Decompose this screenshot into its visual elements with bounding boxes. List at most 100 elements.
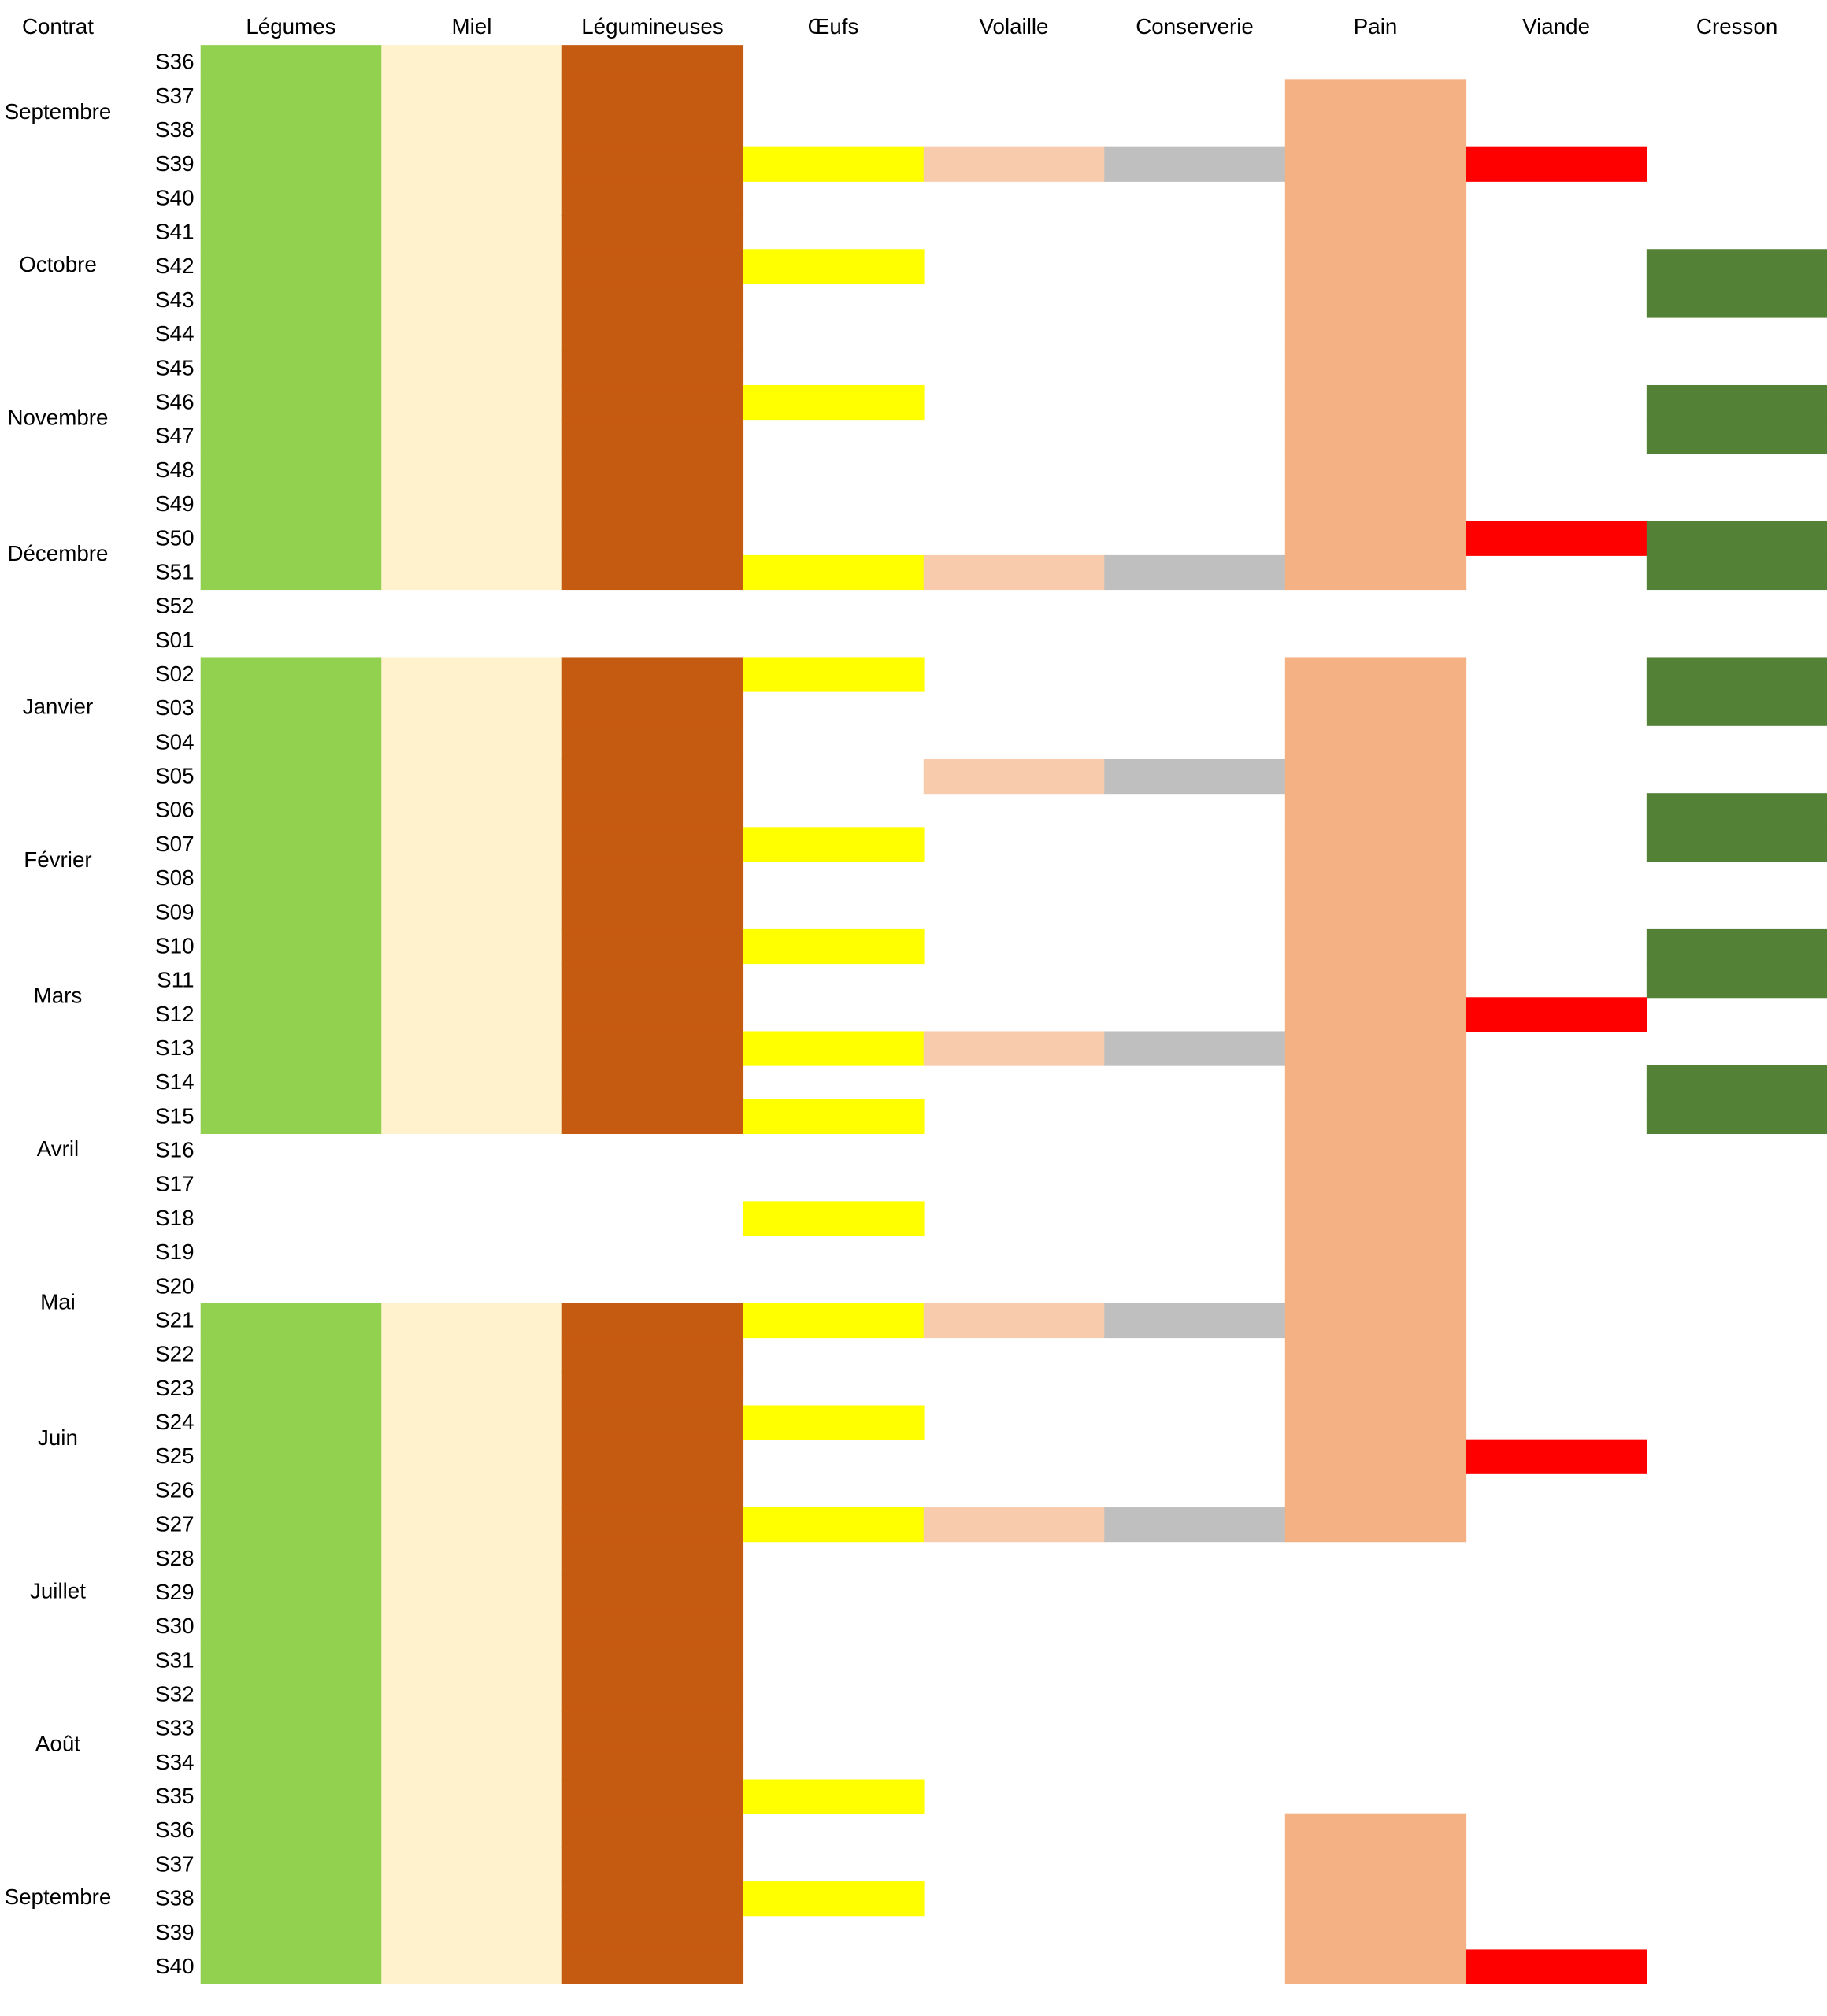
- delivery-cell: [743, 1303, 925, 1339]
- delivery-cell: [1284, 827, 1467, 862]
- week-label: S04: [155, 729, 194, 754]
- delivery-cell: [561, 1915, 744, 1951]
- delivery-cell: [561, 521, 744, 556]
- delivery-cell: [381, 521, 563, 556]
- delivery-cell: [1284, 1031, 1467, 1066]
- month-label: Avril: [37, 1136, 79, 1161]
- delivery-cell: [1284, 963, 1467, 999]
- delivery-cell: [1646, 419, 1827, 454]
- delivery-cell: [743, 1031, 925, 1066]
- delivery-cell: [743, 1779, 925, 1814]
- delivery-cell: [381, 283, 563, 318]
- delivery-cell: [561, 759, 744, 795]
- delivery-cell: [1284, 215, 1467, 250]
- delivery-cell: [1104, 554, 1286, 591]
- delivery-cell: [200, 1915, 383, 1951]
- delivery-cell: [1466, 1949, 1647, 1984]
- delivery-cell: [200, 554, 383, 591]
- week-label: S37: [155, 1851, 194, 1876]
- delivery-cell: [381, 1745, 563, 1781]
- delivery-cell: [1104, 1031, 1286, 1066]
- delivery-cell: [743, 1099, 925, 1134]
- delivery-cell: [743, 657, 925, 692]
- delivery-cell: [381, 1813, 563, 1848]
- delivery-cell: [561, 997, 744, 1032]
- delivery-cell: [561, 861, 744, 896]
- delivery-cell: [561, 180, 744, 217]
- delivery-cell: [200, 759, 383, 795]
- delivery-cell: [561, 146, 744, 182]
- delivery-cell: [381, 691, 563, 726]
- week-label: S01: [155, 628, 194, 652]
- delivery-cell: [381, 1643, 563, 1678]
- delivery-cell: [381, 895, 563, 930]
- delivery-cell: [381, 928, 563, 965]
- delivery-cell: [381, 1473, 563, 1509]
- delivery-cell: [1284, 1473, 1467, 1509]
- delivery-cell: [381, 1099, 563, 1134]
- delivery-cell: [561, 1881, 744, 1917]
- delivery-cell: [561, 1371, 744, 1406]
- delivery-cell: [1646, 1099, 1827, 1134]
- delivery-cell: [381, 724, 563, 760]
- week-label: S08: [155, 865, 194, 890]
- delivery-cell: [1284, 1949, 1467, 1984]
- delivery-cell: [1284, 317, 1467, 352]
- delivery-cell: [561, 928, 744, 965]
- week-label: S44: [155, 321, 194, 346]
- delivery-cell: [1646, 793, 1827, 828]
- delivery-cell: [561, 691, 744, 726]
- month-label: Septembre: [5, 99, 112, 124]
- delivery-cell: [1284, 895, 1467, 930]
- delivery-cell: [381, 1609, 563, 1644]
- delivery-cell: [200, 1881, 383, 1917]
- week-label: S43: [155, 287, 194, 312]
- delivery-cell: [381, 1371, 563, 1406]
- week-label: S27: [155, 1512, 194, 1536]
- delivery-cell: [1284, 1201, 1467, 1236]
- delivery-cell: [561, 1507, 744, 1543]
- delivery-cell: [381, 1405, 563, 1440]
- delivery-cell: [381, 1677, 563, 1713]
- delivery-cell: [561, 724, 744, 760]
- contract-header: Contrat: [22, 14, 94, 39]
- week-label: S46: [155, 390, 194, 414]
- delivery-cell: [1284, 1269, 1467, 1304]
- week-label: S29: [155, 1580, 194, 1604]
- delivery-cell: [1284, 180, 1467, 217]
- delivery-cell: [561, 317, 744, 352]
- week-label: S10: [155, 933, 194, 958]
- delivery-cell: [561, 1541, 744, 1577]
- week-label: S13: [155, 1036, 194, 1060]
- delivery-cell: [200, 724, 383, 760]
- delivery-cell: [1284, 793, 1467, 828]
- delivery-cell: [1284, 759, 1467, 795]
- delivery-cell: [1284, 554, 1467, 591]
- month-label: Décembre: [7, 541, 108, 565]
- delivery-cell: [923, 1303, 1106, 1339]
- week-label: S07: [155, 832, 194, 856]
- delivery-cell: [1284, 1507, 1467, 1543]
- delivery-cell: [1284, 113, 1467, 148]
- week-label: S12: [155, 1002, 194, 1026]
- week-label: S31: [155, 1647, 194, 1672]
- week-label: S11: [157, 968, 194, 992]
- week-label: S05: [155, 764, 194, 788]
- month-label: Mars: [34, 984, 83, 1008]
- delivery-cell: [1284, 1133, 1467, 1169]
- delivery-cell: [1284, 487, 1467, 522]
- delivery-cell: [381, 384, 563, 421]
- delivery-cell: [200, 1643, 383, 1678]
- week-label: S23: [155, 1376, 194, 1400]
- column-header: Légumineuses: [581, 14, 724, 39]
- delivery-cell: [1284, 724, 1467, 760]
- delivery-cell: [561, 1575, 744, 1610]
- delivery-cell: [381, 1303, 563, 1339]
- delivery-cell: [743, 1507, 925, 1543]
- delivery-cell: [200, 453, 383, 488]
- delivery-cell: [1646, 521, 1827, 556]
- week-label: S51: [155, 559, 194, 584]
- delivery-cell: [381, 419, 563, 454]
- delivery-cell: [200, 1303, 383, 1339]
- week-label: S39: [155, 151, 194, 176]
